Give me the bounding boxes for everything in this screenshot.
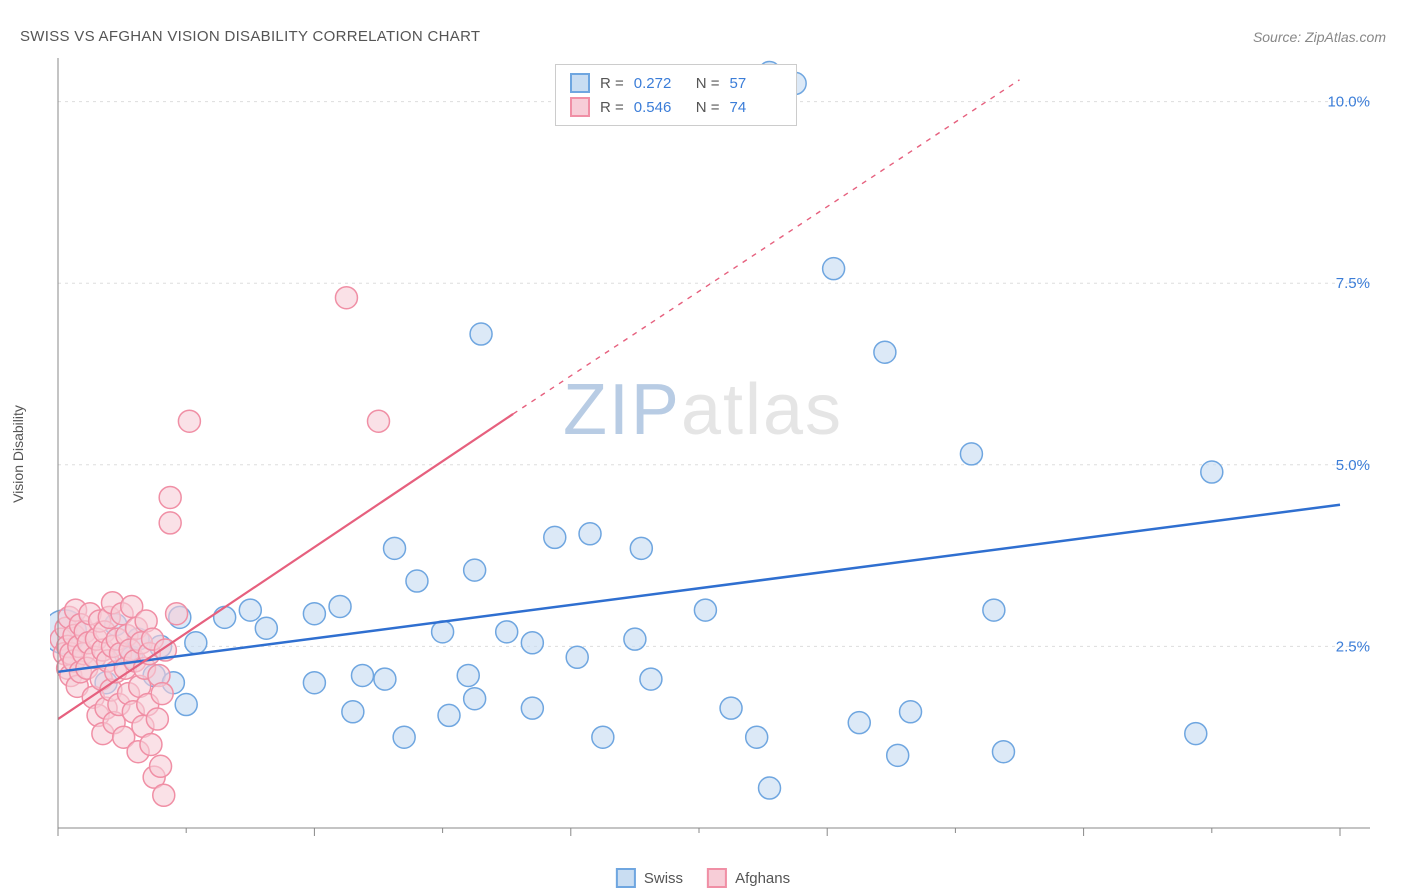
stats-legend: R = 0.272 N = 57 R = 0.546 N = 74 <box>555 64 797 126</box>
r-label: R = <box>600 75 624 92</box>
legend-swatch <box>570 97 590 117</box>
legend-swatch <box>616 868 636 888</box>
scatter-plot: 0.0%40.0%2.5%5.0%7.5%10.0% <box>50 58 1380 838</box>
r-label: R = <box>600 99 624 116</box>
source-attribution: Source: ZipAtlas.com <box>1253 29 1386 45</box>
stats-legend-row: R = 0.546 N = 74 <box>570 95 782 119</box>
svg-text:7.5%: 7.5% <box>1336 275 1370 292</box>
n-label: N = <box>696 99 720 116</box>
svg-text:5.0%: 5.0% <box>1336 457 1370 474</box>
series-legend-item: Swiss <box>616 868 683 888</box>
svg-text:2.5%: 2.5% <box>1336 638 1370 655</box>
y-axis-label: Vision Disability <box>10 405 26 503</box>
r-value: 0.272 <box>634 75 686 92</box>
svg-text:10.0%: 10.0% <box>1327 94 1370 111</box>
n-value: 74 <box>730 99 782 116</box>
r-value: 0.546 <box>634 99 686 116</box>
series-legend-label: Afghans <box>735 870 790 887</box>
legend-swatch <box>707 868 727 888</box>
series-legend-item: Afghans <box>707 868 790 888</box>
n-label: N = <box>696 75 720 92</box>
chart-title: SWISS VS AFGHAN VISION DISABILITY CORREL… <box>20 28 480 45</box>
series-legend-label: Swiss <box>644 870 683 887</box>
n-value: 57 <box>730 75 782 92</box>
series-legend: Swiss Afghans <box>616 868 790 888</box>
chart-canvas: 0.0%40.0%2.5%5.0%7.5%10.0% <box>50 58 1380 838</box>
stats-legend-row: R = 0.272 N = 57 <box>570 71 782 95</box>
legend-swatch <box>570 73 590 93</box>
